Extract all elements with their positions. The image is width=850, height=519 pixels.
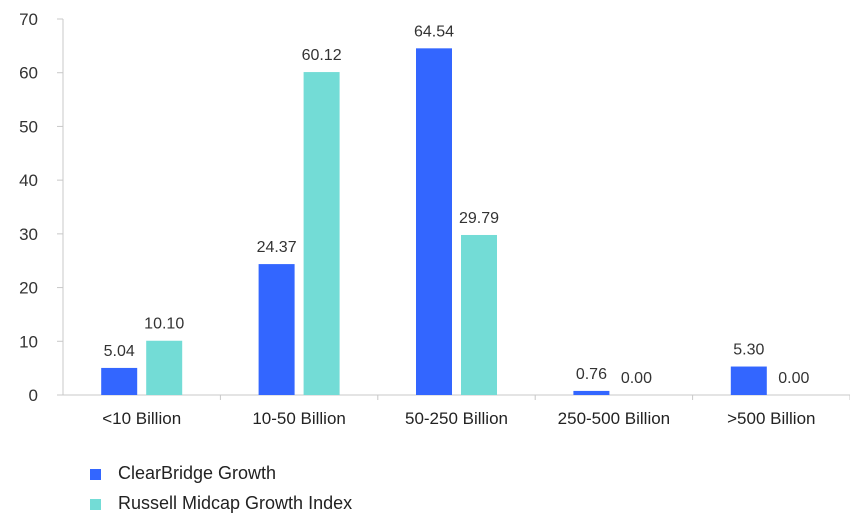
data-label-russell-midcap-growth-index: 0.00 [778, 370, 809, 387]
x-tick-label: >500 Billion [727, 409, 815, 428]
legend-swatch-russell-midcap-growth-index [90, 499, 101, 510]
y-tick-label: 20 [19, 279, 38, 298]
data-label-clearbridge-growth: 5.04 [104, 343, 135, 360]
bar-clearbridge-growth [101, 367, 138, 395]
bar-clearbridge-growth [416, 48, 452, 395]
data-label-russell-midcap-growth-index: 0.00 [621, 370, 652, 387]
y-tick-label: 0 [29, 386, 38, 405]
legend-label-russell-midcap-growth-index: Russell Midcap Growth Index [118, 492, 353, 513]
legend-item-russell-midcap-growth-index: Russell Midcap Growth Index [90, 488, 352, 518]
data-label-russell-midcap-growth-index: 29.79 [459, 210, 499, 227]
data-label-clearbridge-growth: 64.54 [414, 23, 454, 40]
data-label-clearbridge-growth: 0.76 [576, 366, 607, 383]
legend-label-clearbridge-growth: ClearBridge Growth [118, 462, 277, 483]
x-tick-label: <10 Billion [102, 409, 181, 428]
y-tick-label: 70 [19, 10, 38, 29]
y-tick-label: 60 [19, 64, 38, 83]
data-label-russell-midcap-growth-index: 10.10 [144, 316, 184, 333]
bar-clearbridge-growth [258, 264, 295, 395]
bar-clearbridge-growth [573, 390, 610, 395]
data-label-clearbridge-growth: 24.37 [257, 239, 297, 256]
legend-item-clearbridge-growth: ClearBridge Growth [90, 458, 352, 488]
legend-swatch-clearbridge-growth [90, 469, 101, 480]
y-tick-label: 10 [19, 332, 38, 351]
y-tick-label: 40 [19, 171, 38, 190]
y-tick-label: 30 [19, 225, 38, 244]
y-tick-label: 50 [19, 117, 38, 136]
bar-russell-midcap-growth-index [303, 72, 340, 396]
x-tick-label: 50-250 Billion [405, 409, 508, 428]
bar-chart: 0 10 20 30 40 50 60 70 <10 Billion 10-50 Billion 5… [19, 10, 850, 428]
data-label-russell-midcap-growth-index: 60.12 [302, 47, 342, 64]
bar-clearbridge-growth [730, 366, 767, 395]
x-tick-label: 250-500 Billion [558, 409, 670, 428]
data-label-clearbridge-growth: 5.30 [733, 342, 764, 359]
bar-russell-midcap-growth-index [146, 340, 183, 395]
legend: ClearBridge Growth Russell Midcap Growth… [90, 458, 352, 518]
bar-russell-midcap-growth-index [461, 234, 497, 395]
x-tick-label: 10-50 Billion [252, 409, 346, 428]
